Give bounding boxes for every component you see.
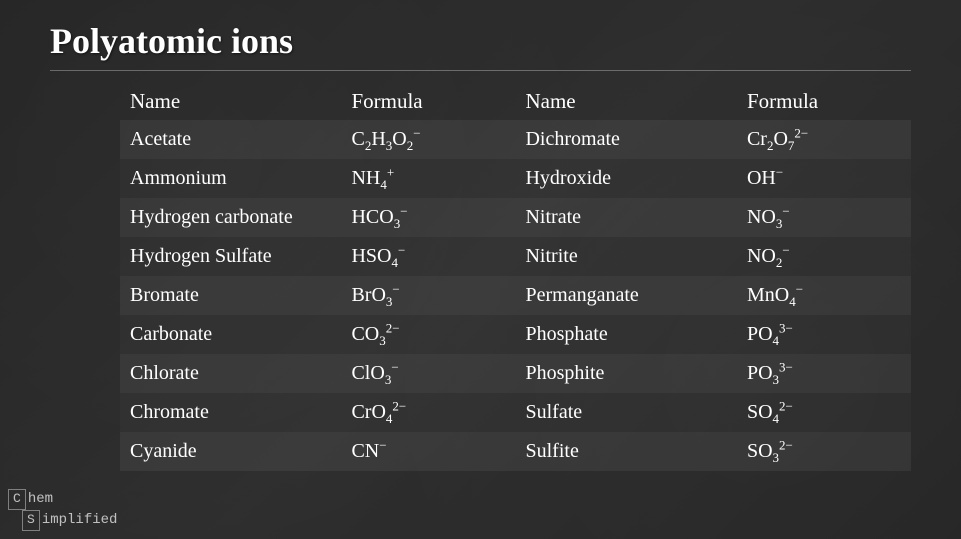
ion-name: Phosphate (515, 315, 736, 354)
ion-name: Hydrogen carbonate (120, 198, 341, 237)
logo-text-1: hem (28, 491, 53, 507)
ion-formula: ClO3− (341, 354, 515, 393)
ion-formula: BrO3− (341, 276, 515, 315)
ion-name: Sulfite (515, 432, 736, 471)
logo-box-s: S (22, 510, 40, 531)
ion-name: Dichromate (515, 120, 736, 159)
page-title: Polyatomic ions (50, 20, 911, 71)
ion-formula: Cr2O72− (737, 120, 911, 159)
header-name-1: Name (120, 83, 341, 120)
table-row: ChromateCrO42−SulfateSO42− (120, 393, 911, 432)
ion-name: Cyanide (120, 432, 341, 471)
ion-formula: PO33− (737, 354, 911, 393)
logo-box-c: C (8, 489, 26, 510)
table-row: BromateBrO3−PermanganateMnO4− (120, 276, 911, 315)
table-row: CarbonateCO32−PhosphatePO43− (120, 315, 911, 354)
table-row: Hydrogen SulfateHSO4−NitriteNO2− (120, 237, 911, 276)
ion-name: Carbonate (120, 315, 341, 354)
brand-logo: Chem Simplified (8, 489, 117, 531)
ion-formula: MnO4− (737, 276, 911, 315)
ion-formula: CN− (341, 432, 515, 471)
ion-formula: PO43− (737, 315, 911, 354)
ion-name: Ammonium (120, 159, 341, 198)
ion-name: Acetate (120, 120, 341, 159)
ion-name: Phosphite (515, 354, 736, 393)
ion-name: Hydroxide (515, 159, 736, 198)
ion-formula: NO2− (737, 237, 911, 276)
table-row: AmmoniumNH4+HydroxideOH− (120, 159, 911, 198)
ion-formula: SO32− (737, 432, 911, 471)
ion-formula: OH− (737, 159, 911, 198)
ion-name: Bromate (120, 276, 341, 315)
table-row: AcetateC2H3O2−DichromateCr2O72− (120, 120, 911, 159)
ion-formula: NH4+ (341, 159, 515, 198)
ion-formula: NO3− (737, 198, 911, 237)
logo-text-2: implified (42, 512, 118, 528)
header-name-2: Name (515, 83, 736, 120)
ion-name: Hydrogen Sulfate (120, 237, 341, 276)
ion-formula: CO32− (341, 315, 515, 354)
ion-name: Chlorate (120, 354, 341, 393)
ion-formula: SO42− (737, 393, 911, 432)
ion-name: Nitrite (515, 237, 736, 276)
ion-formula: C2H3O2− (341, 120, 515, 159)
header-formula-1: Formula (341, 83, 515, 120)
table-row: ChlorateClO3−PhosphitePO33− (120, 354, 911, 393)
ion-name: Chromate (120, 393, 341, 432)
table-header-row: Name Formula Name Formula (120, 83, 911, 120)
ion-formula: HSO4− (341, 237, 515, 276)
ion-name: Sulfate (515, 393, 736, 432)
header-formula-2: Formula (737, 83, 911, 120)
ion-name: Permanganate (515, 276, 736, 315)
ions-table: Name Formula Name Formula AcetateC2H3O2−… (120, 83, 911, 471)
ion-formula: CrO42− (341, 393, 515, 432)
table-row: CyanideCN−SulfiteSO32− (120, 432, 911, 471)
ion-name: Nitrate (515, 198, 736, 237)
ion-formula: HCO3− (341, 198, 515, 237)
table-row: Hydrogen carbonateHCO3−NitrateNO3− (120, 198, 911, 237)
